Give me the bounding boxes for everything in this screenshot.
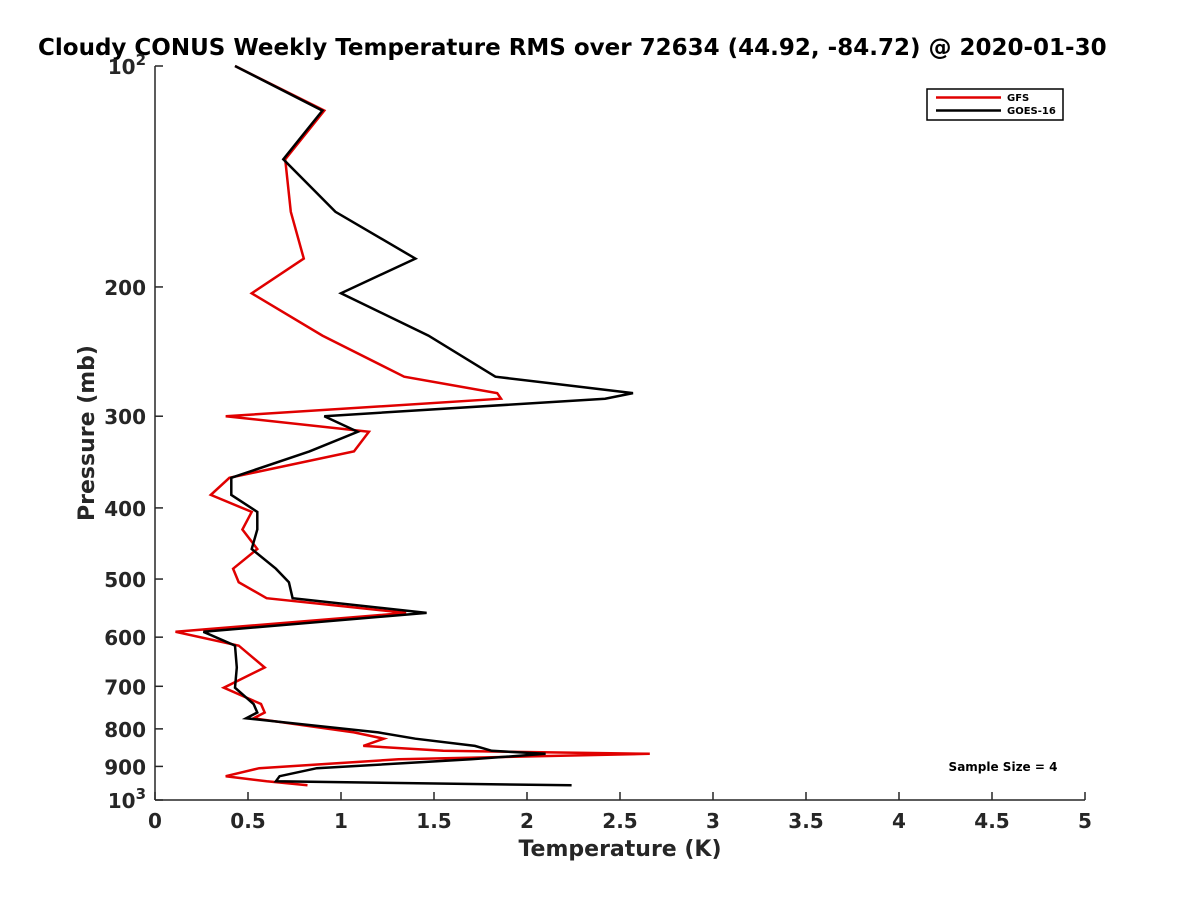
x-tick-label: 4.5	[974, 809, 1009, 833]
legend: GFS GOES-16	[926, 88, 1064, 121]
x-tick-label: 4	[892, 809, 906, 833]
y-tick-label: 300	[104, 405, 146, 429]
y-tick-label: 400	[104, 497, 146, 521]
sample-size-annotation: Sample Size = 4	[949, 760, 1058, 774]
x-tick-label: 2	[520, 809, 534, 833]
legend-label-goes-16: GOES-16	[1007, 106, 1056, 117]
series-line-gfs	[175, 64, 650, 787]
x-tick-label: 0.5	[230, 809, 265, 833]
x-tick-label: 3	[706, 809, 720, 833]
y-tick-label: 102	[108, 51, 146, 79]
y-axis-title: Pressure (mb)	[75, 345, 100, 521]
legend-label-gfs: GFS	[1007, 93, 1029, 104]
plot-lines	[175, 64, 650, 787]
y-tick-label: 103	[108, 785, 146, 813]
y-tick-label: 700	[104, 675, 146, 699]
x-tick-label: 5	[1078, 809, 1092, 833]
y-ticks: 102 200 300 400 500 600 700 800 900 103	[104, 51, 163, 813]
y-tick-label: 900	[104, 755, 146, 779]
x-tick-label: 3.5	[788, 809, 823, 833]
x-tick-label: 2.5	[602, 809, 637, 833]
x-axis-title: Temperature (K)	[518, 837, 721, 862]
x-tick-label: 1.5	[416, 809, 451, 833]
y-tick-label: 200	[104, 276, 146, 300]
chart-title: Cloudy CONUS Weekly Temperature RMS over…	[38, 35, 1107, 61]
x-tick-label: 1	[334, 809, 348, 833]
series-line-goes-16	[202, 64, 634, 787]
y-tick-label: 800	[104, 718, 146, 742]
legend-box	[926, 88, 1064, 121]
y-tick-label: 600	[104, 626, 146, 650]
x-tick-label: 0	[148, 809, 162, 833]
y-tick-label: 500	[104, 568, 146, 592]
x-ticks: 0 0.5 1 1.5 2 2.5 3 3.5 4 4.5 5	[148, 792, 1092, 833]
